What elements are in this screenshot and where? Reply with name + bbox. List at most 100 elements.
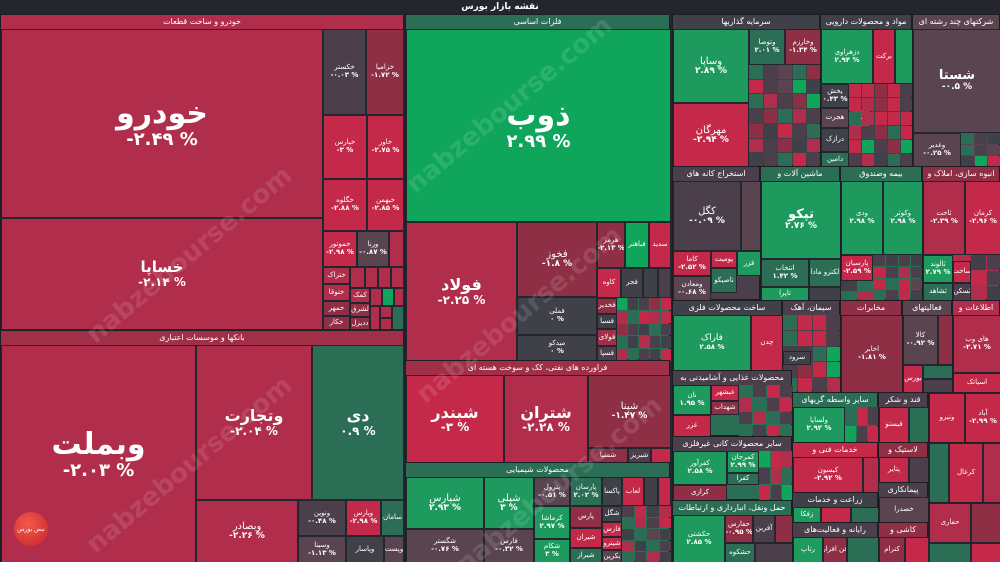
stock-cell[interactable]: فخدیر — [597, 298, 617, 314]
stock-cell[interactable] — [851, 507, 879, 523]
stock-cell[interactable]: کاما -۲.۵۲ % — [673, 251, 711, 276]
stock-cell[interactable]: سامان — [381, 500, 404, 536]
stock-cell[interactable]: وپست — [384, 536, 404, 562]
sector-metalproducts[interactable]: ساخت محصولات فلزی فاراک ۲.۵۸ % چدن — [672, 300, 783, 371]
stock-cell[interactable]: هرمز -۲.۱۳ % — [597, 222, 625, 268]
stock-cell[interactable] — [971, 503, 1000, 543]
stock-cell[interactable]: فسپا — [597, 346, 617, 361]
stock-cell[interactable]: پارسان ۲.۰۲ % — [570, 477, 602, 506]
stock-cell[interactable]: شستا -۰.۵ % — [913, 29, 1000, 133]
stock-cell[interactable]: لشرق — [350, 303, 370, 317]
stock-cell[interactable]: ساخت — [953, 261, 971, 283]
stock-cell[interactable]: پومیت — [711, 251, 737, 268]
stock-cell[interactable]: خصدرا — [879, 497, 929, 523]
stock-cell[interactable]: کمک — [350, 288, 370, 303]
sector-transport[interactable]: حمل ونقل، انبارداری و ارتباطات حکشتی ۲.۸۵… — [672, 500, 793, 562]
stock-cell[interactable] — [350, 267, 365, 288]
stock-cell[interactable]: مهرگان -۲.۹۴ % — [673, 103, 749, 167]
stock-cell[interactable]: ثشاهد — [923, 283, 953, 301]
stock-cell[interactable]: خموتور -۲.۹۸ % — [323, 231, 357, 267]
stock-cell[interactable]: خکستر -۰.۰۳ % — [323, 29, 366, 115]
stock-cell[interactable]: فباهنر — [625, 222, 649, 268]
sector-oil[interactable]: فراورده های نفتی، کک و سوخت هسته ای شبند… — [405, 360, 671, 463]
stock-cell[interactable]: لعاب — [622, 477, 644, 506]
stock-cell[interactable] — [651, 448, 671, 463]
stock-cell[interactable]: های وب -۲.۷۱ % — [953, 315, 1000, 373]
sector-nonmetal[interactable]: سایر محصولات کانی غیرفلزی کفرآور ۲.۵۸ % ک… — [672, 436, 793, 501]
stock-cell[interactable]: ثاخت -۲.۳۹ % — [923, 181, 965, 255]
stock-cell[interactable]: کرمان -۲.۹۶ % — [965, 181, 1000, 255]
stock-cell[interactable]: پتایر — [879, 457, 909, 483]
stock-cell[interactable] — [923, 379, 953, 393]
stock-cell[interactable]: شپارس ۲.۹۳ % — [406, 477, 484, 529]
stock-cell[interactable]: غزر — [673, 415, 711, 437]
stock-cell[interactable]: زفکا — [793, 507, 821, 523]
stock-cell[interactable]: خگلوه -۲.۸۸ % — [323, 179, 367, 231]
stock-cell[interactable] — [895, 29, 913, 84]
sector-contract[interactable]: پیمانکاری خصدرا — [878, 482, 929, 523]
stock-cell[interactable]: خبهمن -۲.۸۵ % — [367, 179, 404, 231]
stock-cell[interactable]: ثالوند ۲.۷۹ % — [923, 255, 953, 283]
sector-multi[interactable]: شرکتهای چند رشته ای شستا -۰.۵ % وغدیر -۰.۲… — [912, 14, 1000, 167]
stock-cell[interactable]: آفرین — [753, 515, 775, 543]
stock-cell[interactable]: خمهر — [323, 301, 350, 316]
stock-cell[interactable]: وساپا ۲.۸۹ % — [673, 29, 749, 103]
stock-cell[interactable]: بورس — [903, 365, 923, 393]
stock-cell[interactable]: شیترو — [602, 537, 622, 550]
stock-cell[interactable]: وغدیر -۰.۲۵ % — [913, 133, 961, 167]
sector-metals[interactable]: فلزات اساسی ذوب ۲.۹۹ % فولاد -۲.۲۵ % فخوز -… — [405, 14, 671, 361]
stock-cell[interactable]: کرغال — [949, 443, 983, 503]
stock-cell[interactable] — [380, 318, 392, 330]
stock-cell[interactable]: پارسیان -۲.۵۹ % — [841, 255, 873, 281]
stock-cell[interactable]: ثسکن — [953, 283, 971, 301]
stock-cell[interactable]: خزامیا -۱.۷۲ % — [366, 29, 404, 115]
stock-cell[interactable]: کفرآور ۲.۵۸ % — [673, 451, 727, 485]
stock-cell[interactable]: ونیرو — [929, 393, 965, 443]
stock-cell[interactable] — [821, 507, 851, 523]
stock-cell[interactable]: وکوثر ۲.۹۸ % — [883, 181, 923, 255]
stock-cell[interactable]: کالا -۰.۹۲ % — [903, 315, 938, 365]
stock-cell[interactable]: کترام — [879, 537, 905, 562]
stock-cell[interactable] — [809, 287, 841, 301]
stock-cell[interactable] — [382, 288, 394, 306]
sector-tiles[interactable]: کاشی و کترام — [878, 522, 929, 562]
sector-computer[interactable]: رایانه و فعالیت‌های رتاپ فن افزار — [792, 522, 879, 562]
sector-activities[interactable]: فعالیتهای کالا -۰.۹۲ % بورس — [902, 300, 953, 393]
stock-cell[interactable]: فخوز -۱.۸ % — [517, 222, 597, 297]
sector-sugar[interactable]: قند و شکر قیستو — [878, 392, 929, 443]
stock-cell[interactable]: ودی ۲.۹۸ % — [841, 181, 883, 255]
stock-cell[interactable] — [370, 288, 382, 306]
stock-cell[interactable] — [643, 268, 658, 298]
stock-cell[interactable]: حشکوه — [725, 543, 755, 562]
sector-telecom[interactable]: مخابرات اخابر -۱.۸۱ % — [840, 300, 903, 393]
sector-chem[interactable]: محصولات شیمیایی شپارس ۲.۹۳ % شپلی ۳ % پترو… — [405, 462, 671, 562]
sector-mining[interactable]: استخراج کانه های کگل -۰.۰۹ % کاما -۲.۵۲ % … — [672, 166, 761, 301]
stock-cell[interactable]: سدید — [649, 222, 671, 268]
stock-cell[interactable]: فارس — [602, 522, 622, 537]
stock-cell[interactable]: ورنا -۰.۸۷ % — [357, 231, 389, 267]
sector-food[interactable]: محصولات غذایی و آشامیدنی به نان ۱.۹۵ % غب… — [672, 370, 793, 437]
stock-cell[interactable] — [741, 181, 761, 251]
stock-cell[interactable] — [847, 537, 879, 562]
stock-cell[interactable]: کرماشا ۲.۹۷ % — [534, 506, 570, 539]
stock-cell[interactable]: ددیزل — [350, 317, 370, 330]
stock-cell[interactable]: فارس -۰.۳۲ % — [484, 529, 534, 562]
stock-cell[interactable]: ذوب ۲.۹۹ % — [406, 29, 671, 222]
stock-cell[interactable]: فملی ۰ % — [517, 297, 597, 335]
stock-cell[interactable]: شگستر -۰.۷۶ % — [406, 529, 484, 562]
stock-cell[interactable]: ومعادن -۰.۶۸ % — [673, 276, 711, 301]
stock-cell[interactable]: شپنا -۱.۴۷ % — [588, 375, 671, 448]
stock-cell[interactable]: دزهراوی ۲.۹۴ % — [821, 29, 873, 84]
stock-cell[interactable] — [658, 268, 671, 298]
stock-cell[interactable] — [971, 543, 1000, 562]
stock-cell[interactable]: پارس — [570, 506, 602, 528]
sector-machinery[interactable]: ماشین آلات و تپکو ۲.۷۶ % انتخاب ۱.۴۲ % لکت… — [760, 166, 841, 301]
stock-cell[interactable] — [370, 306, 380, 330]
stock-cell[interactable]: خساپا -۲.۱۴ % — [1, 218, 323, 330]
stock-cell[interactable]: فن افزار — [823, 537, 847, 562]
stock-cell[interactable] — [863, 457, 879, 493]
stock-cell[interactable]: فجر — [621, 268, 643, 298]
stock-cell[interactable] — [644, 477, 658, 506]
sector-agri[interactable]: زراعت و خدمات زفکا — [792, 492, 879, 523]
stock-cell[interactable]: رتاپ — [793, 537, 823, 562]
